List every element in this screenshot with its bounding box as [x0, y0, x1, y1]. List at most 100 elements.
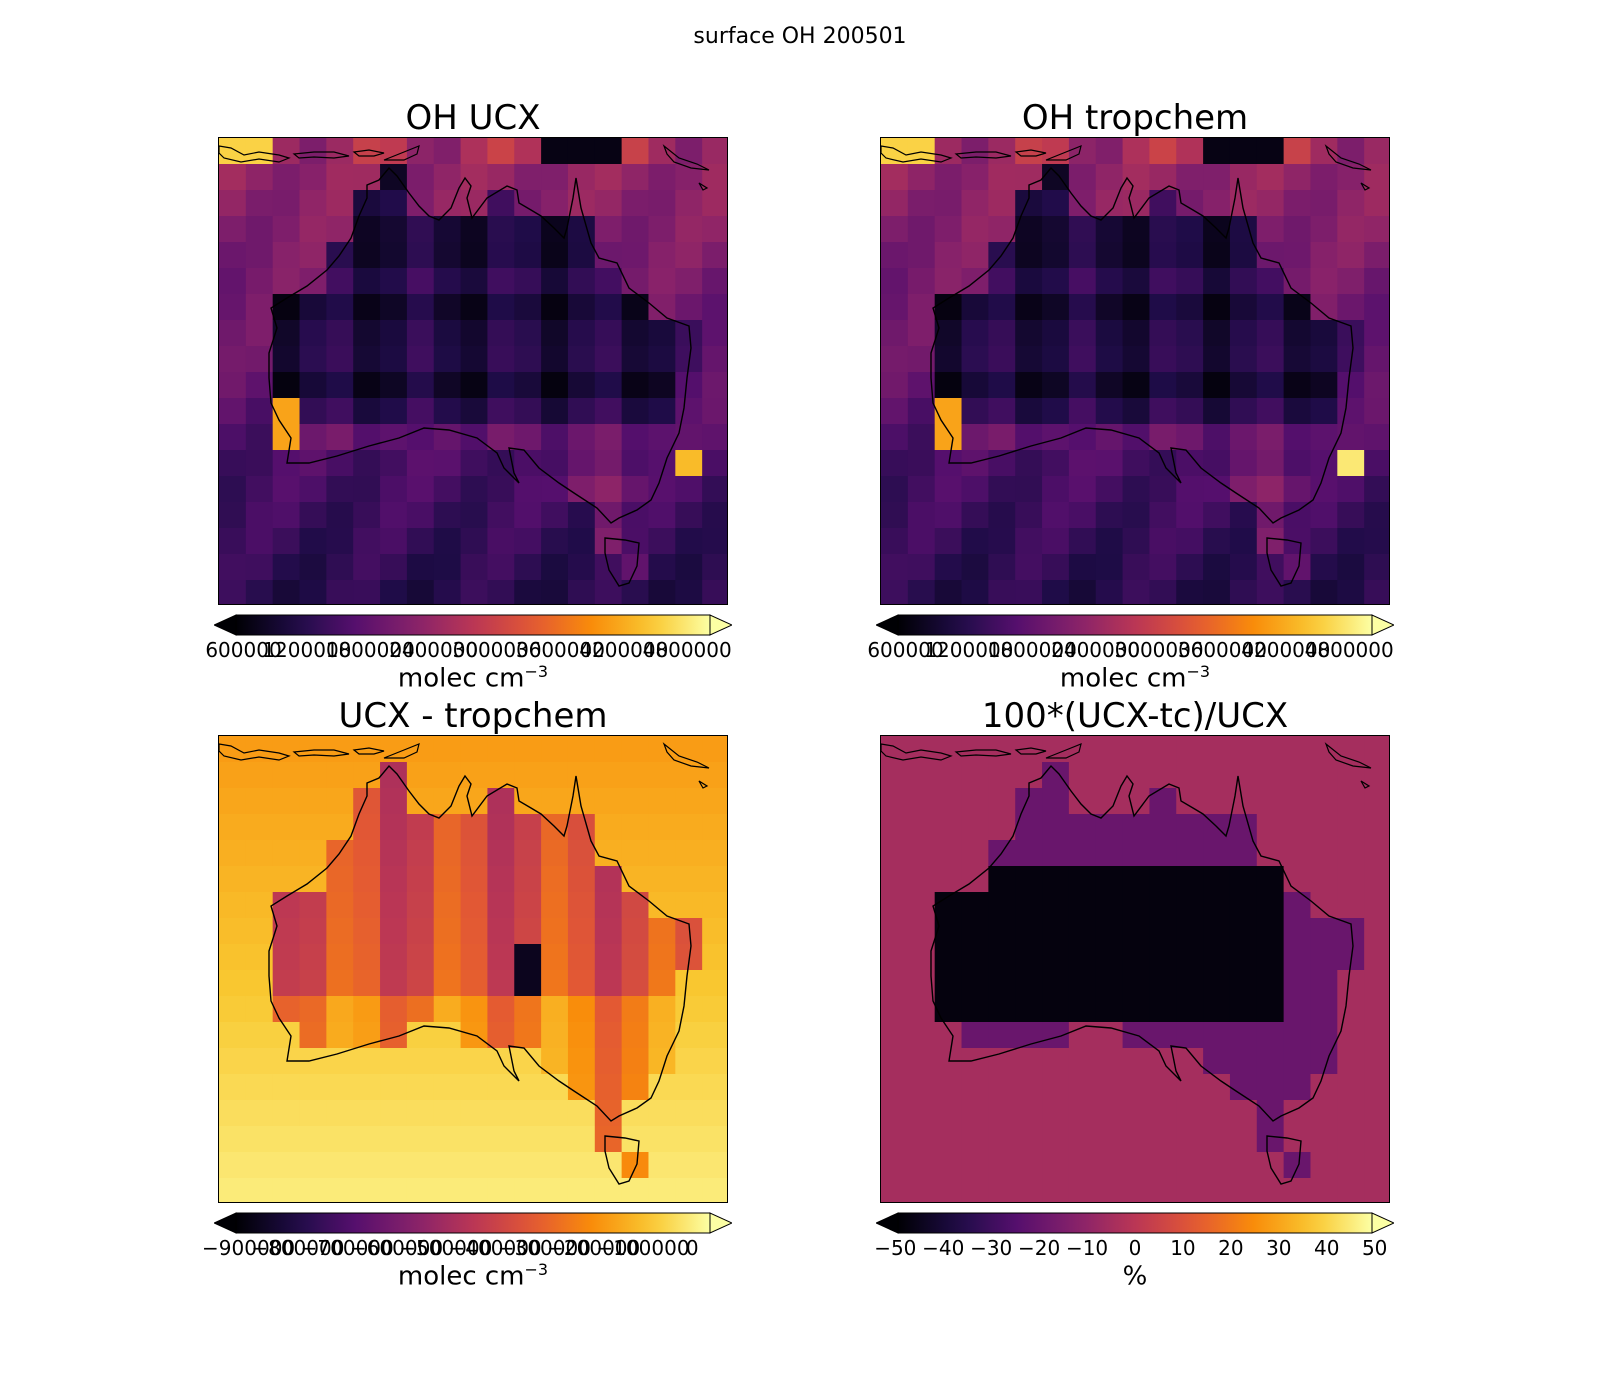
grid-cell [219, 996, 247, 1023]
grid-cell [907, 190, 936, 217]
grid-cell [219, 580, 247, 604]
grid-cell [1122, 502, 1151, 529]
map-percent-diff [880, 735, 1390, 1203]
grid-cell [1015, 944, 1043, 971]
grid-cell [1015, 1074, 1043, 1101]
grid-cell [1283, 138, 1312, 165]
grid-cell [1042, 1178, 1070, 1202]
grid-cell [567, 164, 596, 191]
grid-cell [487, 138, 515, 165]
grid-cell [1364, 450, 1389, 477]
island-coastline [352, 149, 385, 157]
grid-cell [460, 736, 489, 763]
grid-cell [675, 866, 703, 893]
grid-cell [934, 320, 963, 347]
grid-cell [702, 1126, 727, 1153]
grid-cell [299, 1152, 327, 1179]
grid-cell [353, 398, 381, 425]
grid-cell [907, 554, 936, 581]
grid-cell [675, 502, 703, 529]
grid-cell [648, 1074, 676, 1101]
grid-cell [460, 892, 489, 919]
grid-cell [219, 242, 247, 269]
grid-cell [272, 1100, 301, 1127]
island-coastline [698, 182, 709, 191]
grid-cell [272, 580, 301, 604]
grid-cell [299, 1074, 327, 1101]
grid-cell [299, 320, 327, 347]
grid-cell [1068, 996, 1097, 1023]
grid-cell [1095, 944, 1124, 971]
colorbar-tick-label: 3600000 [515, 638, 605, 662]
grid-cell [1068, 1126, 1097, 1153]
grid-cell [1364, 190, 1389, 217]
grid-cell [541, 320, 569, 347]
grid-cell [988, 528, 1016, 555]
grid-cell [567, 242, 596, 269]
grid-cell [567, 1100, 596, 1127]
grid-cell [881, 918, 909, 945]
grid-cell [881, 528, 909, 555]
grid-cell [1095, 268, 1124, 295]
grid-cell [487, 736, 515, 763]
grid-cell [648, 1126, 676, 1153]
grid-cell [219, 398, 247, 425]
grid-cell [326, 372, 354, 399]
colorbar-tick-label: 50 [1361, 1236, 1388, 1260]
grid-cell [934, 1178, 963, 1202]
grid-cell [988, 1048, 1016, 1075]
island-coastline [662, 742, 710, 769]
grid-cell [1042, 1100, 1070, 1127]
grid-cell [1283, 970, 1312, 997]
grid-cell [272, 190, 301, 217]
grid-cell [460, 580, 489, 604]
grid-cell [299, 580, 327, 604]
grid-cell [648, 138, 676, 165]
grid-cell [1283, 372, 1312, 399]
grid-cell [299, 216, 327, 243]
grid-cell [272, 346, 301, 373]
grid-cell [1229, 216, 1258, 243]
grid-cell [1122, 372, 1151, 399]
grid-cell [907, 1152, 936, 1179]
grid-cell [961, 996, 989, 1023]
grid-cell [380, 814, 408, 841]
grid-cell [1122, 320, 1151, 347]
grid-cell [1283, 528, 1312, 555]
grid-cell [621, 788, 650, 815]
grid-cell [934, 476, 963, 503]
grid-cell [406, 372, 435, 399]
grid-cell [433, 138, 462, 165]
grid-cell [621, 762, 650, 789]
grid-cell [460, 840, 489, 867]
grid-cell [702, 944, 727, 971]
grid-cell [1310, 1074, 1338, 1101]
grid-cell [406, 1152, 435, 1179]
grid-cell [219, 346, 247, 373]
grid-cell [961, 242, 989, 269]
grid-cell [1068, 216, 1097, 243]
grid-cell [1229, 242, 1258, 269]
grid-cell [514, 528, 542, 555]
grid-cell [1283, 918, 1312, 945]
grid-cell [1364, 866, 1389, 893]
grid-cell [245, 1100, 274, 1127]
grid-cell [907, 268, 936, 295]
grid-cell [1176, 1074, 1204, 1101]
grid-cell [460, 1100, 489, 1127]
grid-cell [1095, 1100, 1124, 1127]
grid-cell [433, 1022, 462, 1049]
grid-cell [272, 424, 301, 451]
grid-cell [702, 736, 727, 763]
grid-cell [406, 476, 435, 503]
grid-cell [961, 918, 989, 945]
grid-cell [272, 736, 301, 763]
grid-cell [514, 1100, 542, 1127]
grid-cell [1095, 372, 1124, 399]
grid-cell [1015, 892, 1043, 919]
grid-cell [1364, 970, 1389, 997]
grid-cell [380, 1100, 408, 1127]
grid-cell [1122, 398, 1151, 425]
grid-cell [1068, 840, 1097, 867]
grid-cell [1337, 502, 1365, 529]
